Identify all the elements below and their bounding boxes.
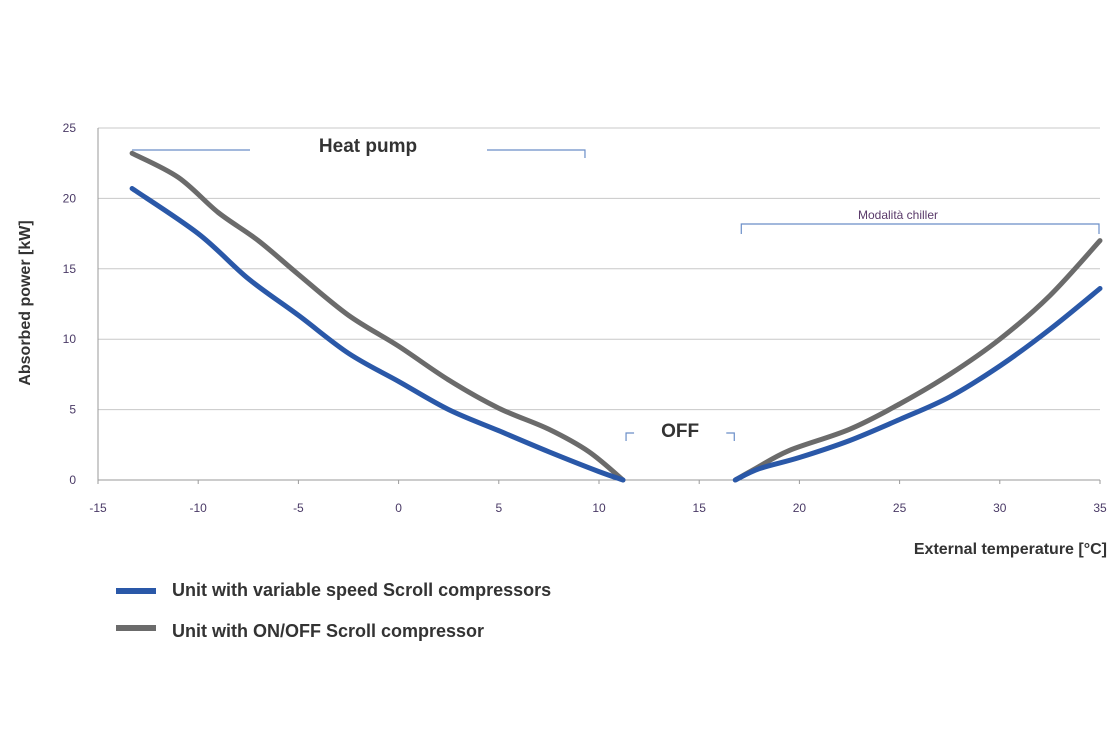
- y-tick-label: 0: [69, 473, 76, 487]
- x-tick-label: 30: [993, 501, 1007, 515]
- x-tick-label: 35: [1093, 501, 1107, 515]
- x-axis-title: External temperature [°C]: [914, 541, 1107, 558]
- gridlines: [98, 127, 1100, 411]
- heat-pump-label: Heat pump: [319, 136, 417, 157]
- heat-pump-bracket-right: [487, 149, 586, 158]
- y-tick-label: 15: [63, 262, 77, 276]
- off-label: OFF: [661, 421, 699, 442]
- off-bracket-right: [726, 432, 735, 441]
- x-tick-label: 5: [495, 501, 502, 515]
- on-off-line-cooling: [732, 238, 1103, 483]
- x-tick-label: 10: [592, 501, 606, 515]
- y-tick-label: 25: [63, 121, 77, 135]
- chiller-label: Modalità chiller: [858, 208, 938, 222]
- y-tick-label: 5: [69, 403, 76, 417]
- on-off-line-heating: [129, 150, 626, 483]
- legend-label-variable-speed: Unit with variable speed Scroll compress…: [172, 580, 551, 600]
- variable-speed-line-heating: [129, 186, 626, 483]
- legend: Unit with variable speed Scroll compress…: [116, 580, 551, 641]
- x-tick-label: 0: [395, 501, 402, 515]
- x-tick-label: 20: [793, 501, 807, 515]
- x-tick-label: -5: [293, 501, 304, 515]
- legend-label-on-off: Unit with ON/OFF Scroll compressor: [172, 621, 484, 641]
- x-tick-label: 25: [893, 501, 907, 515]
- variable-speed-line-cooling: [732, 286, 1103, 483]
- y-tick-labels: 0 5 10 15 20 25: [63, 121, 77, 487]
- chiller-bracket: [740, 223, 1100, 234]
- axes: [97, 128, 1101, 484]
- y-tick-label: 10: [63, 332, 77, 346]
- x-tick-label: -15: [89, 501, 107, 515]
- series-lines: [129, 150, 1103, 483]
- x-tick-label: 15: [693, 501, 707, 515]
- x-tick-label: -10: [190, 501, 208, 515]
- annotations: Heat pump OFF Modalità chiller: [132, 136, 1100, 442]
- off-bracket-left: [625, 432, 635, 441]
- x-tick-labels: -15 -10 -5 0 5 10 15 20 25 30 35: [89, 501, 1107, 515]
- y-axis-title: Absorbed power [kW]: [17, 220, 34, 385]
- y-tick-label: 20: [63, 191, 77, 205]
